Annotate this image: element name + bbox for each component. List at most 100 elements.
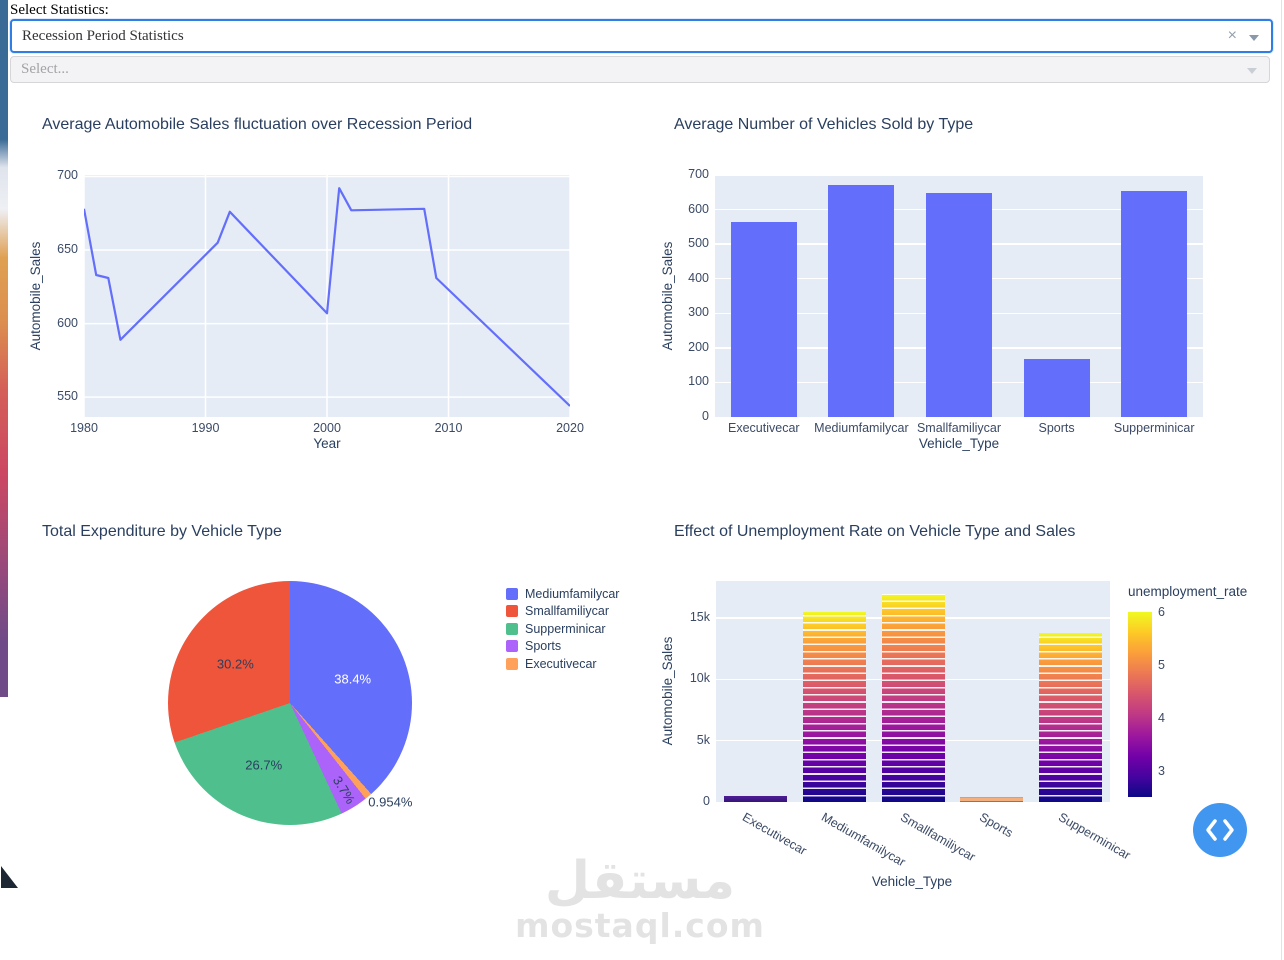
year-dropdown[interactable]: Select... <box>10 56 1270 83</box>
x-tick-label: Sports <box>976 810 1016 841</box>
legend-item[interactable]: Sports <box>506 638 619 656</box>
y-tick-label: 400 <box>688 270 709 285</box>
stacked-bar-chart-card: Effect of Unemployment Rate on Vehicle T… <box>650 505 1284 960</box>
x-tick-label: Smallfamiliycar <box>898 810 978 865</box>
x-tick-label: 1990 <box>191 421 220 435</box>
chart-title: Average Automobile Sales fluctuation ove… <box>42 116 473 133</box>
colorbar <box>1128 612 1152 797</box>
legend-item[interactable]: Executivecar <box>506 655 619 673</box>
colorbar-tick-label: 5 <box>1158 657 1165 672</box>
legend-swatch <box>506 657 518 670</box>
y-tick-label: 15k <box>689 610 710 625</box>
line-svg <box>82 175 571 417</box>
colorbar-tick-label: 6 <box>1158 605 1165 620</box>
bar[interactable] <box>730 222 797 417</box>
legend-label: Smallfamiliycar <box>525 604 610 619</box>
x-axis-title: Vehicle_Type <box>871 874 953 889</box>
x-tick-label: Supperminicar <box>1055 810 1133 863</box>
bar[interactable] <box>1023 358 1090 417</box>
y-tick-label: 300 <box>688 305 709 320</box>
pie[interactable] <box>168 581 412 825</box>
x-tick-label: 1980 <box>70 421 98 435</box>
bar-chart-card: Average Number of Vehicles Sold by Type … <box>650 100 1284 470</box>
pie-legend: Mediumfamilycar Smallfamiliycar Suppermini… <box>506 585 619 673</box>
pie-slice-label: 30.2% <box>216 656 254 672</box>
line-chart-card: Average Automobile Sales fluctuation ove… <box>10 100 640 470</box>
left-gradient-strip <box>0 0 8 697</box>
y-tick-label: 700 <box>688 167 709 181</box>
legend-item[interactable]: Supperminicar <box>506 620 619 638</box>
y-tick-label: 5k <box>696 732 710 747</box>
y-tick-label: 200 <box>688 339 709 354</box>
bar-plot-area[interactable] <box>715 174 1203 417</box>
stacked-bar[interactable] <box>723 795 787 802</box>
stacked-bar[interactable] <box>1039 632 1103 802</box>
select-statistics-label: Select Statistics: <box>10 2 109 18</box>
bar[interactable] <box>828 184 895 417</box>
stacked-bar-plot-area[interactable] <box>716 581 1110 802</box>
y-tick-label: 600 <box>688 201 709 216</box>
y-tick-label: 100 <box>688 374 709 389</box>
pie-slice-label: 38.4% <box>334 671 372 687</box>
line-plot-area[interactable] <box>82 175 571 417</box>
x-tick-label: 2010 <box>434 421 463 435</box>
legend-label: Sports <box>525 639 562 654</box>
chart-title: Total Expenditure by Vehicle Type <box>42 523 282 540</box>
x-tick-label: Sports <box>1038 421 1075 435</box>
chevrons-left-right-icon <box>1206 819 1234 841</box>
bar[interactable] <box>926 192 992 417</box>
x-tick-label: 2000 <box>313 421 341 435</box>
x-tick-label: Executivecar <box>740 810 810 858</box>
x-tick-label: 2020 <box>556 421 584 435</box>
colorbar-title: unemployment_rate <box>1128 584 1248 599</box>
statistics-dropdown-value: Recession Period Statistics <box>22 28 184 44</box>
pie-chart-card: Total Expenditure by Vehicle Type Medium… <box>10 505 640 870</box>
legend-item[interactable]: Mediumfamilycar <box>506 585 619 603</box>
colorbar-tick-label: 3 <box>1158 763 1165 778</box>
x-tick-label: Executivecar <box>728 421 800 435</box>
x-tick-label: Smallfamiliycar <box>916 421 1002 435</box>
y-tick-label: 600 <box>57 315 78 330</box>
pie-slice-label: 0.954% <box>368 794 413 810</box>
year-dropdown-placeholder: Select... <box>21 61 69 77</box>
carousel-nav-button[interactable] <box>1193 803 1247 857</box>
grid-line <box>715 174 1203 176</box>
y-tick-label: 500 <box>688 236 709 251</box>
x-tick-label: Mediumfamilycar <box>814 421 909 435</box>
stacked-bar[interactable] <box>960 797 1024 802</box>
chart-title: Effect of Unemployment Rate on Vehicle T… <box>674 523 1076 540</box>
clear-icon[interactable]: × <box>1227 27 1237 44</box>
y-tick-label: 650 <box>57 242 78 257</box>
stacked-bar[interactable] <box>881 593 945 802</box>
y-tick-label: 700 <box>57 168 78 183</box>
chevron-down-icon <box>1247 68 1257 74</box>
x-tick-label: Mediumfamilycar <box>819 810 908 870</box>
chart-title: Average Number of Vehicles Sold by Type <box>674 116 974 133</box>
statistics-dropdown[interactable]: Recession Period Statistics × <box>10 19 1273 53</box>
y-axis-title: Automobile_Sales <box>28 241 43 351</box>
legend-label: Supperminicar <box>525 621 606 636</box>
legend-swatch <box>506 605 518 618</box>
x-axis-title: Year <box>313 436 341 451</box>
legend-label: Mediumfamilycar <box>525 586 620 601</box>
legend-label: Executivecar <box>525 656 597 671</box>
pie-slice-label: 26.7% <box>245 757 283 773</box>
legend-swatch <box>506 587 518 600</box>
legend-swatch <box>506 622 518 635</box>
legend-swatch <box>506 640 518 653</box>
y-tick-label: 550 <box>57 389 78 404</box>
chevron-down-icon[interactable] <box>1249 35 1259 41</box>
bar[interactable] <box>1121 190 1188 417</box>
x-tick-label: Supperminicar <box>1113 421 1195 435</box>
y-axis-title: Automobile_Sales <box>660 636 675 746</box>
legend-item[interactable]: Smallfamiliycar <box>506 603 619 621</box>
y-tick-label: 0 <box>702 409 709 423</box>
y-tick-label: 0 <box>703 794 710 808</box>
stacked-bar[interactable] <box>802 611 866 802</box>
right-edge-line <box>1281 0 1282 960</box>
colorbar-tick-label: 4 <box>1158 710 1165 725</box>
sales-line[interactable] <box>82 187 571 407</box>
y-tick-label: 10k <box>689 671 710 686</box>
x-axis-title: Vehicle_Type <box>918 436 1000 451</box>
